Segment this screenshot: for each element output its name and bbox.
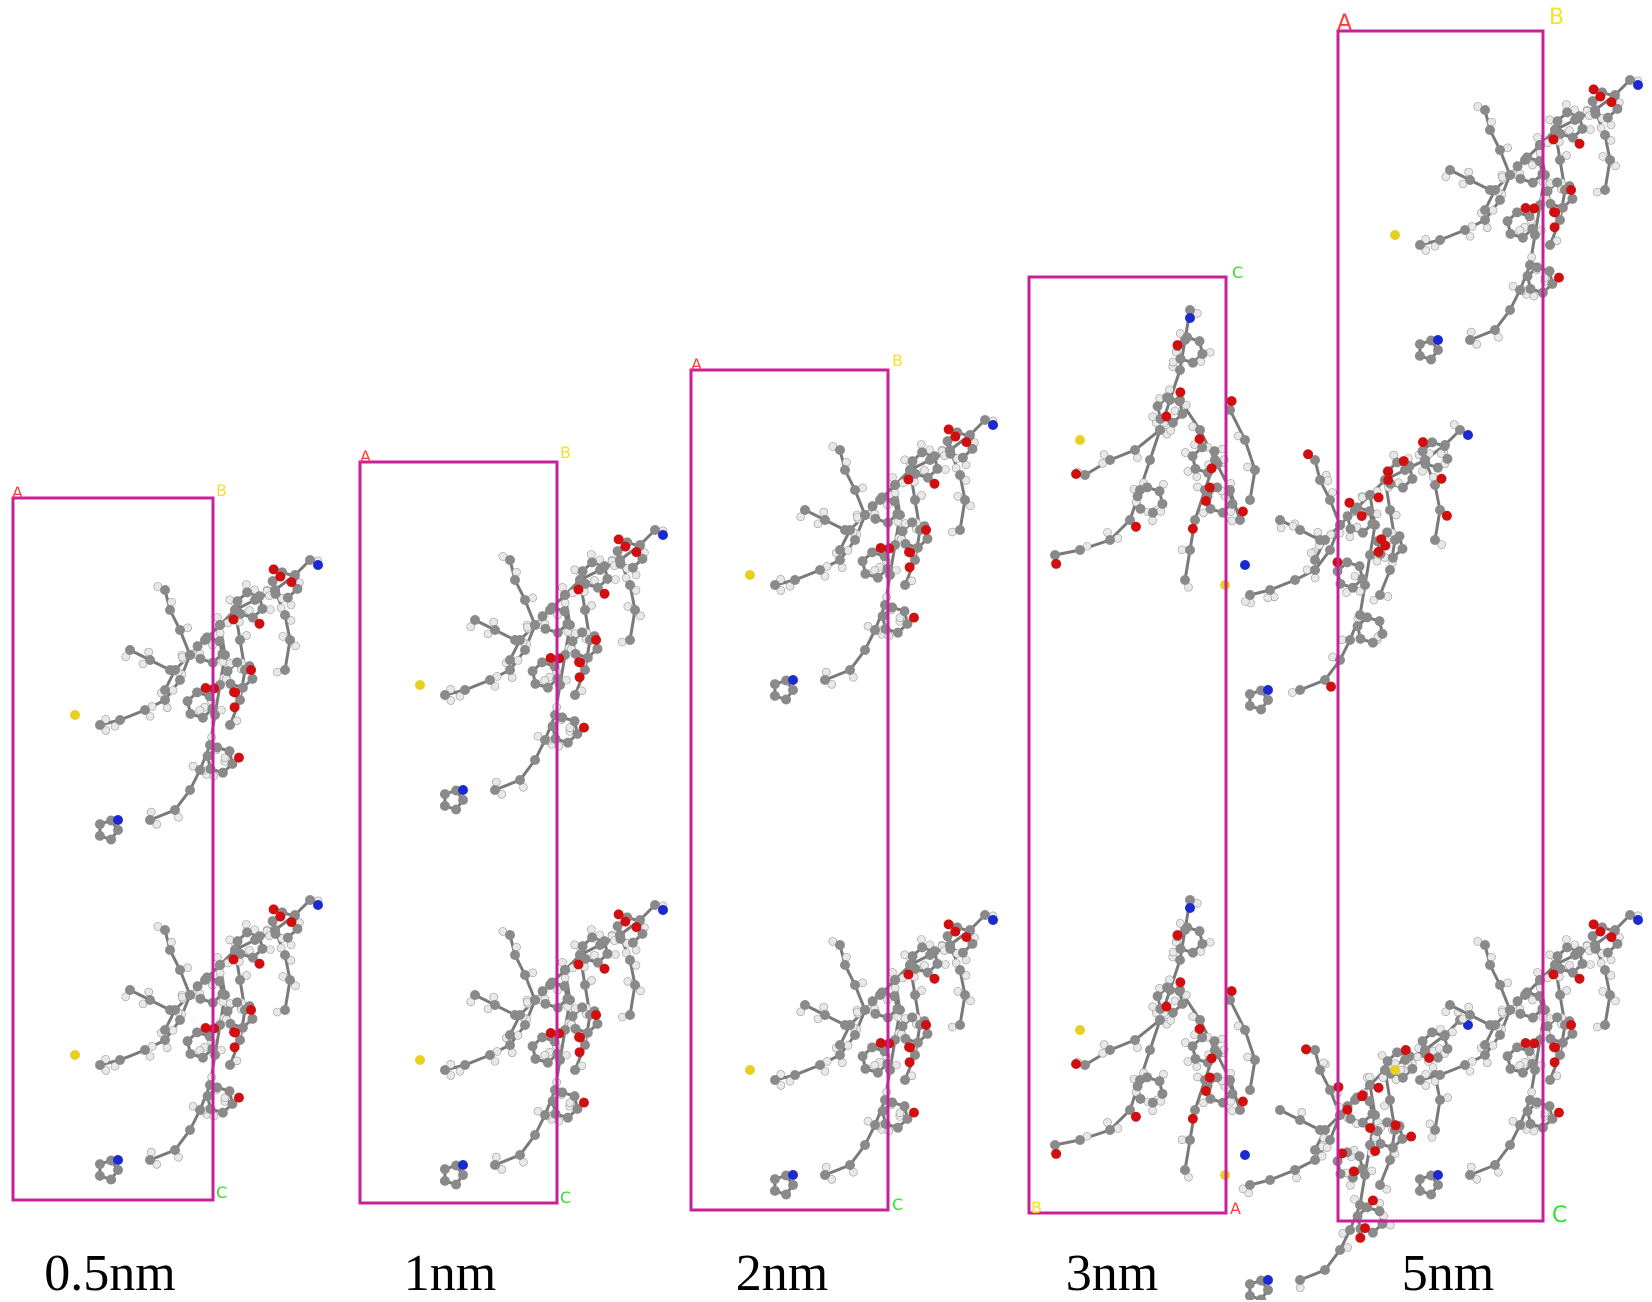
unit-cell-border bbox=[360, 462, 557, 1203]
panel-3nm: C A B bbox=[1029, 263, 1473, 1300]
axis-label-b: B bbox=[1031, 1198, 1042, 1217]
molecule-copy-2 bbox=[415, 900, 668, 1190]
panel-label-1nm: 1nm bbox=[340, 1248, 560, 1300]
molecule-copy-2 bbox=[1050, 895, 1260, 1181]
unit-cell-border bbox=[1029, 277, 1226, 1213]
molecule-copy-1 bbox=[70, 555, 323, 845]
axis-label-c: C bbox=[560, 1188, 571, 1207]
axis-label-a: A bbox=[360, 447, 371, 466]
molecule-copy-1 bbox=[415, 525, 668, 815]
axis-label-a: A bbox=[691, 355, 702, 374]
axis-label-c: C bbox=[892, 1195, 903, 1214]
panel-2nm: A B C bbox=[691, 351, 998, 1214]
axis-label-b: B bbox=[560, 443, 571, 462]
panel-0.5nm: A B C bbox=[12, 481, 323, 1202]
panel-label-3nm: 3nm bbox=[1002, 1248, 1222, 1300]
molecule-copy-1 bbox=[1050, 305, 1260, 591]
axis-label-c: C bbox=[216, 1183, 227, 1202]
axis-label-c: C bbox=[1552, 1203, 1567, 1228]
axis-label-b: B bbox=[892, 351, 903, 370]
molecule-copy-1 bbox=[1390, 75, 1643, 365]
molecule-copy-2 bbox=[70, 895, 323, 1185]
axis-label-b: B bbox=[1549, 5, 1564, 30]
axis-label-b: B bbox=[216, 481, 227, 500]
axis-label-a: A bbox=[1230, 1199, 1241, 1218]
axis-label-c: C bbox=[1232, 263, 1243, 282]
panel-label-0.5nm: 0.5nm bbox=[0, 1248, 220, 1300]
unit-cell-border bbox=[13, 498, 213, 1200]
molecule-copy-1 bbox=[745, 415, 998, 705]
unit-cell-border bbox=[1338, 31, 1543, 1221]
axis-label-a: A bbox=[1337, 11, 1352, 36]
panel-5nm: A B C bbox=[1337, 5, 1643, 1228]
axis-label-a: A bbox=[12, 483, 23, 502]
panel-1nm: A B C bbox=[360, 443, 668, 1207]
panel-label-2nm: 2nm bbox=[672, 1248, 892, 1300]
molecule-fragment-1 bbox=[1220, 421, 1473, 715]
molecule-copy-2 bbox=[745, 910, 998, 1200]
panel-label-5nm: 5nm bbox=[1338, 1248, 1558, 1300]
